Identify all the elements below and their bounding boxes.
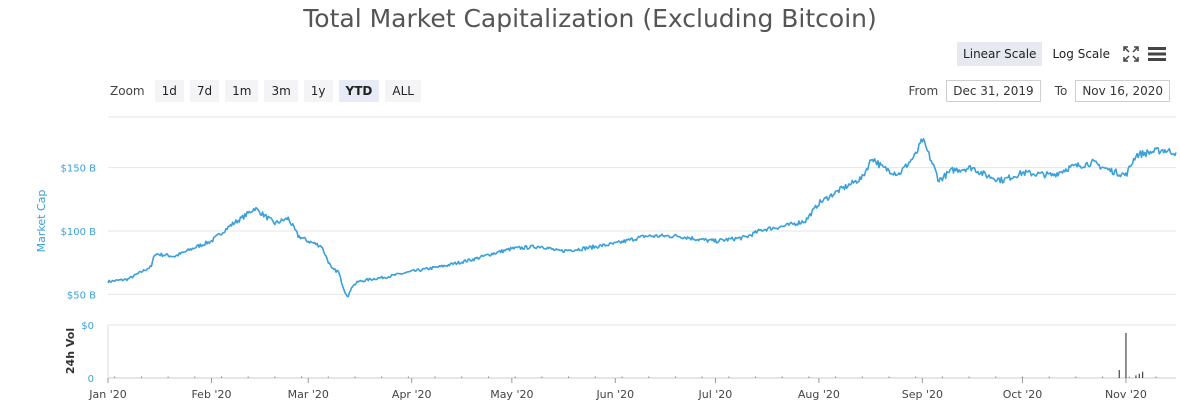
log-scale-button[interactable]: Log Scale — [1046, 42, 1116, 66]
to-label: To — [1054, 84, 1068, 98]
from-date-input[interactable]: Dec 31, 2019 — [946, 80, 1041, 102]
y-tick-label: $100 B — [61, 227, 97, 238]
zoom-label: Zoom — [110, 84, 145, 98]
x-tick-label: Jan '20 — [88, 388, 126, 401]
market-cap-line[interactable] — [107, 138, 1177, 298]
zoom-toolbar: Zoom 1d 7d 1m 3m 1y YTD ALL — [110, 80, 421, 102]
x-tick-label: Jun '20 — [595, 388, 634, 401]
x-tick-label: Feb '20 — [191, 388, 231, 401]
x-tick-label: Apr '20 — [392, 388, 432, 401]
x-tick-label: May '20 — [490, 388, 533, 401]
x-tick-label: Aug '20 — [798, 388, 840, 401]
to-date-input[interactable]: Nov 16, 2020 — [1075, 80, 1170, 102]
zoom-ytd-button[interactable]: YTD — [338, 80, 380, 102]
y-tick-label: $150 B — [61, 164, 97, 175]
volume-axis-title: 24h Vol — [64, 328, 77, 374]
zoom-1m-button[interactable]: 1m — [225, 80, 259, 102]
linear-scale-button[interactable]: Linear Scale — [957, 42, 1043, 66]
fullscreen-icon[interactable] — [1120, 43, 1142, 65]
zoom-3m-button[interactable]: 3m — [264, 80, 298, 102]
x-tick-label: Sep '20 — [902, 388, 943, 401]
zoom-all-button[interactable]: ALL — [385, 80, 421, 102]
menu-icon[interactable] — [1146, 43, 1168, 65]
from-label: From — [908, 84, 939, 98]
zoom-1y-button[interactable]: 1y — [303, 80, 333, 102]
x-tick-label: Oct '20 — [1003, 388, 1043, 401]
chart-title: Total Market Capitalization (Excluding B… — [303, 4, 877, 33]
volume-tick-label: 0 — [88, 374, 94, 385]
date-range: From Dec 31, 2019 To Nov 16, 2020 — [908, 80, 1170, 102]
zoom-7d-button[interactable]: 7d — [189, 80, 220, 102]
x-tick-label: Nov '20 — [1105, 388, 1147, 401]
y-axis-title: Market Cap — [35, 190, 48, 253]
y-tick-label: $50 B — [67, 290, 96, 301]
scale-toolbar: Linear Scale Log Scale — [957, 42, 1168, 66]
zoom-1d-button[interactable]: 1d — [154, 80, 184, 102]
x-tick-label: Mar '20 — [288, 388, 329, 401]
x-tick-label: Jul '20 — [698, 388, 733, 401]
volume-tick-label: $0 — [81, 321, 94, 332]
